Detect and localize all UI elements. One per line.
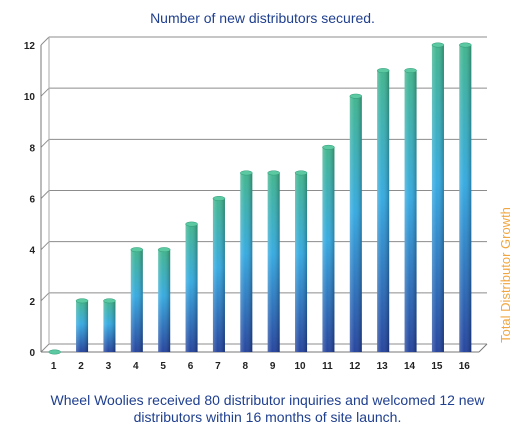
bar-shade (76, 300, 89, 352)
gridline-diag (40, 36, 50, 46)
x-tick-label: 3 (106, 361, 112, 372)
x-tick-label: 1 (51, 361, 57, 372)
x-tick-label: 12 (349, 361, 361, 372)
bar (157, 247, 171, 352)
bar-top (376, 68, 390, 74)
bar-top (75, 298, 89, 304)
x-tick-label: 14 (404, 361, 416, 372)
x-tick-label: 2 (78, 361, 84, 372)
bar-shade (130, 249, 143, 352)
x-tick-label: 4 (133, 361, 139, 372)
x-tick-label: 13 (377, 361, 389, 372)
x-tick-label: 8 (243, 361, 249, 372)
bar-top (157, 247, 171, 253)
bar-shade (404, 70, 417, 352)
y-axis-label: Total Distributor Growth (498, 207, 513, 343)
bar-shade (322, 147, 335, 352)
bar-shade (349, 96, 362, 353)
bar-top (431, 42, 445, 48)
bar-top (349, 93, 363, 99)
y-tick-label: 2 (29, 297, 35, 308)
bar-shade (103, 300, 116, 352)
bar (130, 247, 144, 352)
x-tick-label: 10 (295, 361, 307, 372)
gridline-diag (40, 87, 50, 97)
bar-shade (295, 172, 308, 352)
bar (349, 93, 363, 353)
bar-top (294, 170, 308, 176)
bar-shade (158, 249, 171, 352)
bar-shade (185, 224, 198, 352)
bar (459, 42, 472, 352)
bar (267, 170, 280, 352)
x-tick-label: 7 (215, 361, 221, 372)
chart-title: Number of new distributors secured. (150, 10, 375, 26)
bar (240, 170, 253, 352)
bar-shade (377, 70, 390, 352)
bar-top (103, 298, 116, 304)
gridline-diag (40, 292, 50, 302)
bar (75, 298, 89, 352)
bar-shade (267, 172, 280, 352)
x-tick-label: 9 (270, 361, 276, 372)
x-tick-label: 6 (188, 361, 194, 372)
y-tick-label: 4 (29, 246, 35, 257)
bar-top (267, 170, 280, 176)
bar-top (212, 196, 226, 201)
bar-shade (459, 45, 472, 352)
x-axis-line-diag (478, 343, 488, 353)
bar (103, 298, 116, 352)
bar-shade (240, 172, 253, 352)
bar (48, 349, 61, 355)
bar-top (48, 349, 61, 355)
bar-top (459, 42, 472, 48)
bar-shade (212, 198, 225, 352)
bar-top (322, 144, 335, 150)
bar-top (240, 170, 253, 176)
y-tick-label: 8 (29, 143, 35, 154)
x-tick-label: 15 (431, 361, 443, 372)
gridline-diag (40, 138, 50, 148)
bar (185, 221, 198, 352)
y-tick-label: 6 (29, 195, 35, 206)
bar (404, 68, 417, 352)
x-tick-label: 5 (160, 361, 166, 372)
gridline-diag (40, 190, 50, 199)
y-tick-label: 12 (24, 41, 36, 52)
bar (431, 42, 445, 352)
y-tick-label: 0 (29, 348, 35, 359)
bar (322, 144, 335, 352)
gridline-diag (40, 241, 50, 251)
x-tick-label: 11 (322, 361, 333, 372)
gridline-diag (40, 343, 50, 353)
bar-top (185, 221, 198, 227)
bar-top (404, 68, 417, 74)
bar-shade (431, 45, 444, 352)
bars (48, 42, 472, 355)
bar (376, 68, 390, 352)
bar (294, 170, 308, 352)
x-tick-label: 16 (459, 361, 471, 372)
bar (212, 196, 226, 352)
y-tick-label: 10 (24, 92, 36, 103)
chart-caption: Wheel Woolies received 80 distributor in… (50, 392, 485, 425)
bar-top (130, 247, 144, 253)
